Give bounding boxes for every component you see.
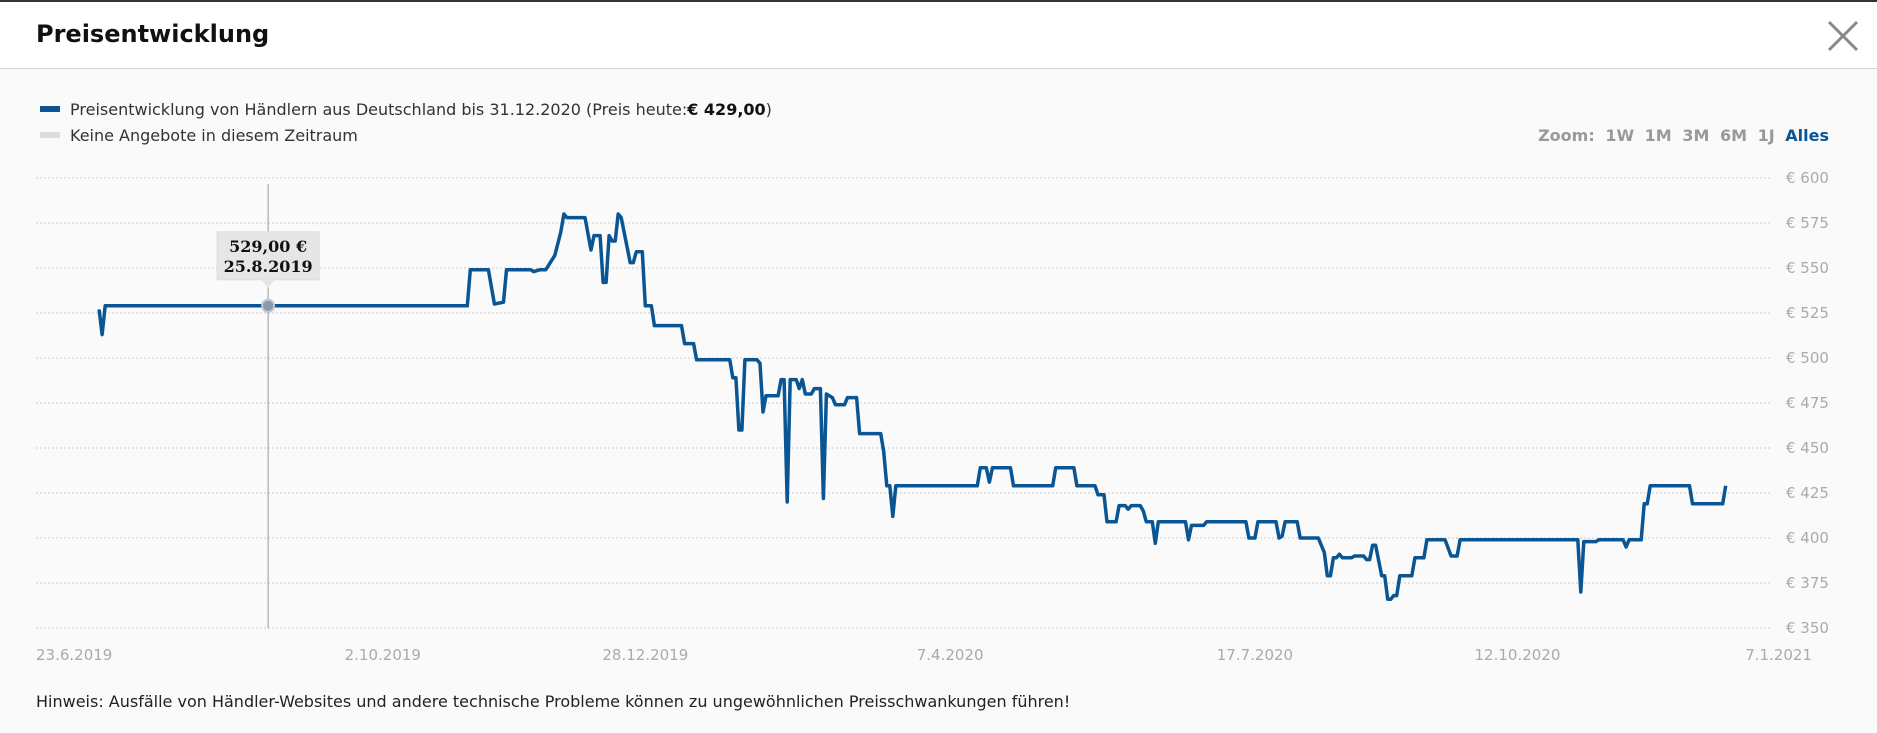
legend-series-text: Preisentwicklung von Händlern aus Deutsc… — [70, 99, 688, 119]
price-series-line — [97, 212, 1728, 601]
tooltip-date: 25.8.2019 — [224, 257, 313, 276]
y-tick-label: € 425 — [1786, 484, 1829, 502]
x-tick-label: 23.6.2019 — [36, 646, 112, 664]
x-tick-label: 7.4.2020 — [917, 646, 984, 664]
zoom-1w-button[interactable]: 1W — [1605, 126, 1635, 145]
zoom-1m-button[interactable]: 1M — [1644, 126, 1672, 145]
price-chart[interactable]: € 600 € 575 € 550 € 525 € 500 € 475 € 450 € 425… — [0, 160, 1877, 670]
dialog-title: Preisentwicklung — [36, 20, 270, 48]
x-tick-label: 28.12.2019 — [602, 646, 688, 664]
legend-item-price-series[interactable]: Preisentwicklung von Händlern aus Deutsc… — [40, 96, 772, 122]
y-tick-label: € 450 — [1786, 439, 1829, 457]
highlight-point — [261, 298, 276, 313]
y-tick-label: € 350 — [1786, 619, 1829, 637]
disclaimer-note: Hinweis: Ausfälle von Händler-Websites u… — [36, 692, 1071, 711]
y-tick-label: € 400 — [1786, 529, 1829, 547]
x-tick-label: 2.10.2019 — [345, 646, 421, 664]
x-tick-label: 7.1.2021 — [1745, 646, 1812, 664]
legend-price-today: € 429,00 — [687, 99, 766, 119]
y-tick-label: € 525 — [1786, 304, 1829, 322]
legend-swatch-series — [40, 106, 60, 112]
chart-legend: Preisentwicklung von Händlern aus Deutsc… — [40, 96, 772, 148]
dialog-header: Preisentwicklung — [0, 2, 1877, 69]
y-tick-label: € 575 — [1786, 214, 1829, 232]
legend-no-offers-text: Keine Angebote in diesem Zeitraum — [70, 125, 358, 145]
top-border — [0, 0, 1877, 2]
legend-item-no-offers[interactable]: Keine Angebote in diesem Zeitraum — [40, 122, 772, 148]
y-tick-label: € 600 — [1786, 169, 1829, 187]
zoom-controls: Zoom: 1W 1M 3M 6M 1J Alles — [1538, 126, 1829, 145]
close-icon[interactable] — [1823, 16, 1863, 56]
x-tick-label: 12.10.2020 — [1475, 646, 1561, 664]
y-tick-label: € 375 — [1786, 574, 1829, 592]
zoom-1j-button[interactable]: 1J — [1757, 126, 1775, 145]
zoom-label: Zoom: — [1538, 126, 1595, 145]
y-tick-label: € 500 — [1786, 349, 1829, 367]
legend-series-close: ) — [765, 99, 772, 119]
x-tick-label: 17.7.2020 — [1217, 646, 1293, 664]
legend-swatch-no-offers — [40, 132, 60, 138]
y-tick-label: € 475 — [1786, 394, 1829, 412]
zoom-6m-button[interactable]: 6M — [1719, 126, 1748, 145]
tooltip-box — [216, 231, 320, 281]
zoom-all-button[interactable]: Alles — [1785, 126, 1829, 145]
y-tick-label: € 550 — [1786, 259, 1829, 277]
tooltip-price: 529,00 € — [229, 237, 307, 256]
tooltip-pointer — [261, 279, 276, 288]
zoom-3m-button[interactable]: 3M — [1682, 126, 1710, 145]
